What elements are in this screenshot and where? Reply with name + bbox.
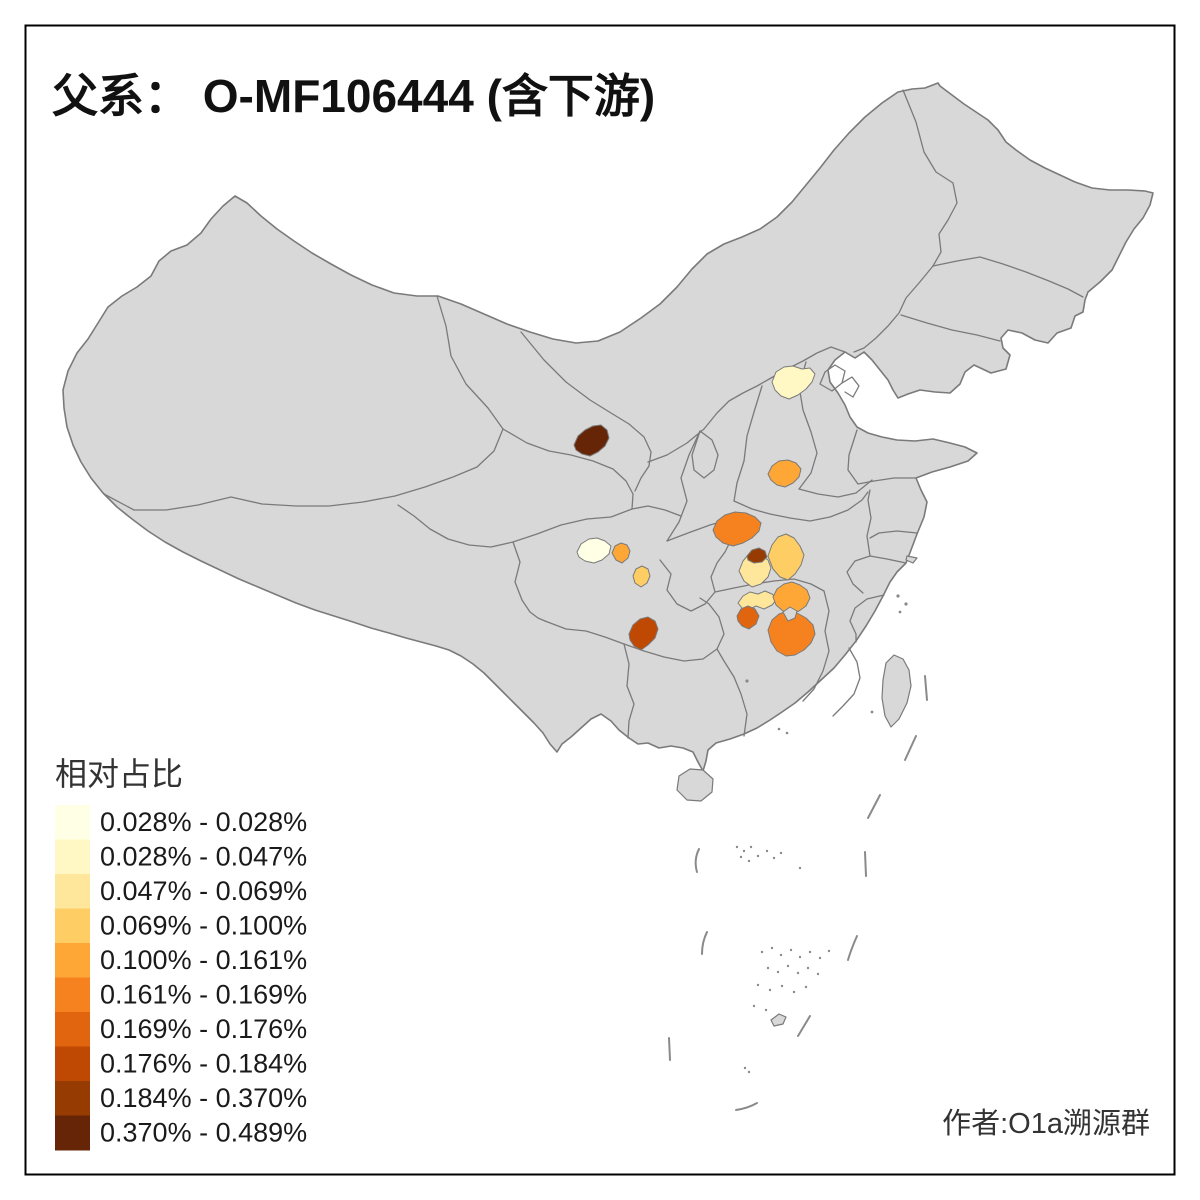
south-sea-islet <box>770 1013 787 1027</box>
legend-label-10: 0.370% - 0.489% <box>100 1118 307 1148</box>
legend-label-8: 0.176% - 0.184% <box>100 1049 307 1079</box>
legend-label-7: 0.169% - 0.176% <box>100 1014 307 1044</box>
attribution-text: 作者:O1a溯源群 <box>942 1107 1150 1140</box>
legend-row: 0.028% - 0.028% <box>55 805 307 840</box>
legend: 相对占比 0.028% - 0.028% 0.028% - 0.047% 0.0… <box>55 756 307 1151</box>
province-borders <box>103 89 1084 739</box>
legend-swatch-4 <box>55 908 90 944</box>
taiwan-island <box>881 654 912 728</box>
region-qinghai-east <box>573 424 610 457</box>
legend-swatch-7 <box>55 1012 90 1047</box>
legend-row: 0.047% - 0.069% <box>55 874 307 909</box>
legend-label-1: 0.028% - 0.028% <box>100 807 307 837</box>
legend-row: 0.069% - 0.100% <box>55 908 307 944</box>
chongming-island <box>905 555 918 564</box>
region-sichuan-south <box>632 565 651 588</box>
nine-dash-line <box>668 675 928 1111</box>
legend-label-3: 0.047% - 0.069% <box>100 876 307 906</box>
hainan-island <box>676 768 714 802</box>
legend-row: 0.028% - 0.047% <box>55 839 307 875</box>
legend-swatch-6 <box>55 977 90 1013</box>
legend-swatch-3 <box>55 874 90 909</box>
hunan-gray-enclave <box>782 606 798 622</box>
region-sichuan-central <box>611 542 631 564</box>
legend-row: 0.184% - 0.370% <box>55 1081 307 1116</box>
legend-title: 相对占比 <box>55 756 183 792</box>
legend-label-9: 0.184% - 0.370% <box>100 1083 307 1113</box>
legend-row: 0.169% - 0.176% <box>55 1012 307 1047</box>
legend-swatch-10 <box>55 1115 90 1151</box>
page-title: 父系： O-MF106444 (含下游) <box>52 70 655 122</box>
legend-label-4: 0.069% - 0.100% <box>100 911 307 941</box>
legend-label-6: 0.161% - 0.169% <box>100 980 307 1010</box>
region-henan-southwest <box>767 533 805 581</box>
legend-swatch-5 <box>55 943 90 978</box>
islands <box>676 555 918 1074</box>
region-hunan-central <box>767 610 816 657</box>
legend-row: 0.161% - 0.169% <box>55 977 307 1013</box>
legend-swatch-9 <box>55 1081 90 1116</box>
region-sichuan-west <box>576 537 612 564</box>
region-hubei-west-small <box>746 547 768 564</box>
region-hunan-west <box>736 605 760 630</box>
legend-row: 0.176% - 0.184% <box>55 1046 307 1082</box>
legend-row: 0.370% - 0.489% <box>55 1115 307 1151</box>
legend-label-2: 0.028% - 0.047% <box>100 842 307 872</box>
china-map <box>62 82 1154 1111</box>
region-shaanxi-central <box>712 511 762 547</box>
region-hebei-central <box>771 365 816 400</box>
china-outline <box>62 82 1154 772</box>
legend-swatch-2 <box>55 839 90 875</box>
region-hunan-northeast <box>772 581 811 615</box>
region-shanxi-south <box>767 459 802 488</box>
legend-row: 0.100% - 0.161% <box>55 943 307 978</box>
colored-regions <box>573 365 816 657</box>
legend-swatch-1 <box>55 805 90 840</box>
region-guizhou-north <box>628 616 659 651</box>
legend-swatch-8 <box>55 1046 90 1082</box>
legend-label-5: 0.100% - 0.161% <box>100 945 307 975</box>
